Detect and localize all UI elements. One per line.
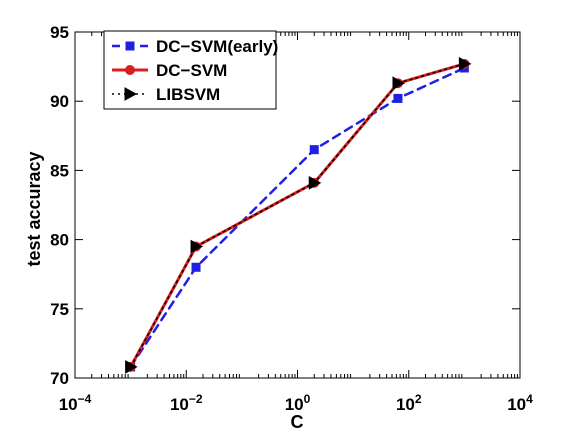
x-tick-exponent: 4 [526,392,533,406]
x-tick-base: 10 [170,395,189,414]
legend-item: DC−SVM [112,61,227,80]
data-point [309,145,319,155]
y-tick-label: 85 [50,161,69,180]
x-tick-exponent: −4 [78,392,92,406]
legend-label: DC−SVM [156,61,227,80]
y-tick-label: 75 [50,300,69,319]
data-point [458,56,472,71]
y-tick-label: 95 [50,23,69,42]
legend-label: LIBSVM [156,85,220,104]
data-point [308,176,322,190]
legend-item: DC−SVM(early) [112,37,278,56]
series-2 [125,56,472,374]
x-tick-label: 104 [507,392,533,414]
y-axis-label: test accuracy [24,151,44,266]
data-point [392,76,406,91]
legend-marker [124,87,138,101]
y-tick-label: 80 [50,231,69,250]
x-tick-label: 10−2 [170,392,203,414]
data-point [190,239,204,254]
x-axis-label: C [291,412,304,432]
y-axis-ticks: 70 75 80 85 90 95 [50,23,520,388]
x-tick-base: 10 [396,395,415,414]
x-tick-label: 10−4 [59,392,92,414]
data-point [393,93,403,103]
x-tick-exponent: 0 [304,392,311,406]
x-tick-exponent: −2 [189,392,203,406]
x-tick-base: 10 [507,395,526,414]
x-tick-label: 100 [285,392,311,414]
x-tick-exponent: 2 [415,392,422,406]
legend: DC−SVM(early) DC−SVM LIBSVM [103,30,278,110]
x-tick-base: 10 [59,395,78,414]
minor-ticks [91,32,518,378]
legend-item: LIBSVM [112,85,220,104]
y-tick-label: 70 [50,369,69,388]
data-point [125,360,138,374]
x-axis-ticks: 10−4 10−2 100 102 104 [59,32,533,414]
y-tick-label: 90 [50,92,69,111]
x-tick-base: 10 [285,395,304,414]
data-point [191,262,201,272]
legend-marker [125,41,135,51]
legend-marker [125,65,135,75]
legend-label: DC−SVM(early) [156,37,278,56]
x-tick-label: 102 [396,392,422,414]
